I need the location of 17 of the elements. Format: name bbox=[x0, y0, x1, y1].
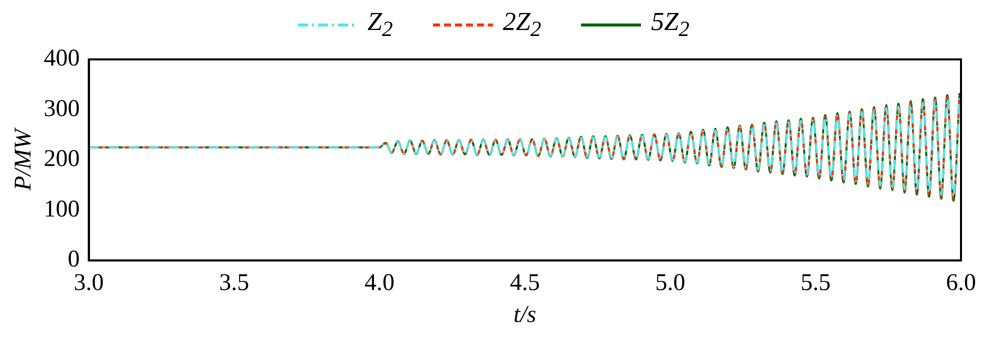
x-tick-label: 6.0 bbox=[946, 270, 976, 296]
x-tick-label: 3.5 bbox=[219, 270, 250, 296]
x-tick-label: 5.5 bbox=[800, 270, 831, 296]
y-tick-label: 100 bbox=[44, 196, 80, 222]
legend-label: Z$_{2}$ bbox=[368, 7, 393, 43]
x-tick-label: 3.0 bbox=[74, 270, 104, 296]
y-tick-label: 300 bbox=[44, 96, 80, 122]
x-tick-label: 5.0 bbox=[655, 270, 686, 296]
y-tick-label: 0 bbox=[68, 246, 80, 273]
x-tick-label: 4.5 bbox=[510, 270, 540, 296]
x-tick-label: 4.0 bbox=[364, 270, 395, 296]
y-tick-label: 200 bbox=[44, 146, 80, 172]
legend-label: 5Z$_{2}$ bbox=[651, 7, 690, 43]
legend-label: 2Z$_{2}$ bbox=[502, 7, 542, 43]
x-axis-title: t/s bbox=[514, 302, 536, 328]
y-axis-title: P/MW bbox=[10, 127, 37, 192]
y-tick-label: 400 bbox=[44, 46, 80, 72]
